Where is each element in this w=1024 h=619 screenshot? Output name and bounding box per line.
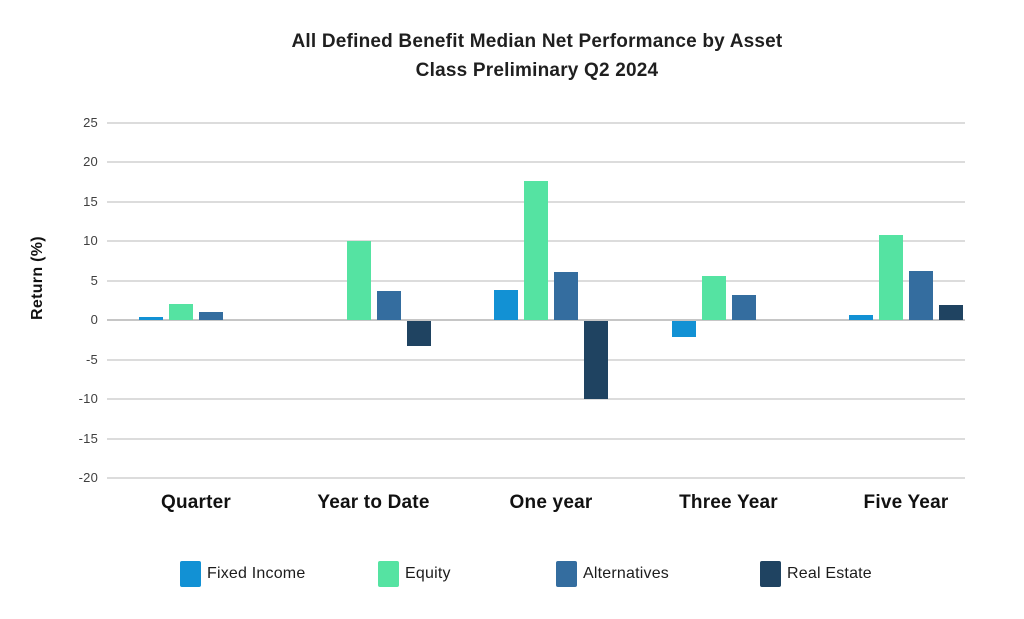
chart-title-line-2: Class Preliminary Q2 2024 bbox=[415, 60, 659, 81]
y-tick-label--10: -10 bbox=[78, 391, 98, 407]
gridline-20 bbox=[107, 161, 965, 164]
legend-swatch-fixed-income bbox=[180, 561, 201, 587]
gridline--20 bbox=[107, 477, 965, 479]
y-tick-label-25: 25 bbox=[83, 115, 98, 130]
x-axis-label-year-to-date: Year to Date bbox=[317, 492, 430, 513]
x-axis-label-five-year: Five Year bbox=[863, 492, 949, 513]
bar-real-estate-five-year bbox=[939, 305, 963, 321]
legend-label-fixed-income: Fixed Income bbox=[207, 565, 306, 582]
y-tick-label--5: -5 bbox=[86, 351, 98, 367]
y-tick-label-15: 15 bbox=[83, 193, 98, 209]
gridline--15 bbox=[107, 437, 965, 440]
chart-title: All Defined Benefit Median Net Performan… bbox=[50, 27, 1024, 85]
legend-label-real-estate: Real Estate bbox=[787, 565, 872, 582]
gridline-0 bbox=[107, 319, 965, 322]
legend-item-alternatives: Alternatives bbox=[556, 561, 669, 587]
legend-item-equity: Equity bbox=[378, 561, 451, 587]
bar-equity-year-to-date bbox=[346, 240, 371, 321]
y-tick-label--15: -15 bbox=[78, 430, 98, 446]
legend-swatch-equity bbox=[378, 561, 399, 587]
bar-alternatives-three-year bbox=[731, 294, 756, 321]
bar-equity-five-year bbox=[879, 235, 903, 321]
bar-alternatives-one-year bbox=[554, 272, 578, 321]
legend-label-equity: Equity bbox=[405, 565, 451, 582]
bar-equity-one-year bbox=[524, 180, 548, 321]
x-axis-label-quarter: Quarter bbox=[160, 492, 232, 513]
gridline-25 bbox=[107, 122, 965, 124]
bar-fixed-income-five-year bbox=[849, 314, 873, 321]
bar-fixed-income-one-year bbox=[494, 290, 518, 321]
y-tick-label-20: 20 bbox=[83, 154, 98, 170]
bar-real-estate-year-to-date bbox=[406, 321, 431, 346]
gridline--10 bbox=[107, 398, 965, 401]
bar-fixed-income-three-year bbox=[671, 321, 696, 337]
legend-item-fixed-income: Fixed Income bbox=[180, 561, 305, 587]
bar-alternatives-year-to-date bbox=[376, 291, 401, 321]
bar-equity-three-year bbox=[701, 276, 726, 321]
bar-real-estate-one-year bbox=[584, 321, 608, 399]
x-axis-label-one-year: One year bbox=[509, 492, 593, 513]
bar-alternatives-five-year bbox=[909, 270, 933, 321]
y-tick-label-10: 10 bbox=[83, 233, 98, 249]
bar-fixed-income-quarter bbox=[139, 317, 163, 321]
legend-label-alternatives: Alternatives bbox=[583, 565, 669, 582]
chart-title-line-1: All Defined Benefit Median Net Performan… bbox=[291, 31, 783, 52]
legend-item-real-estate: Real Estate bbox=[760, 561, 872, 587]
y-tick-label-0: 0 bbox=[90, 312, 98, 328]
bar-equity-quarter bbox=[169, 303, 193, 321]
legend-swatch-alternatives bbox=[556, 561, 577, 587]
x-axis-label-three-year: Three Year bbox=[679, 492, 778, 513]
y-tick-label-5: 5 bbox=[90, 272, 98, 288]
legend-swatch-real-estate bbox=[760, 561, 781, 587]
bar-alternatives-quarter bbox=[199, 312, 223, 321]
y-tick-label--20: -20 bbox=[78, 470, 98, 485]
gridline--5 bbox=[107, 358, 965, 361]
